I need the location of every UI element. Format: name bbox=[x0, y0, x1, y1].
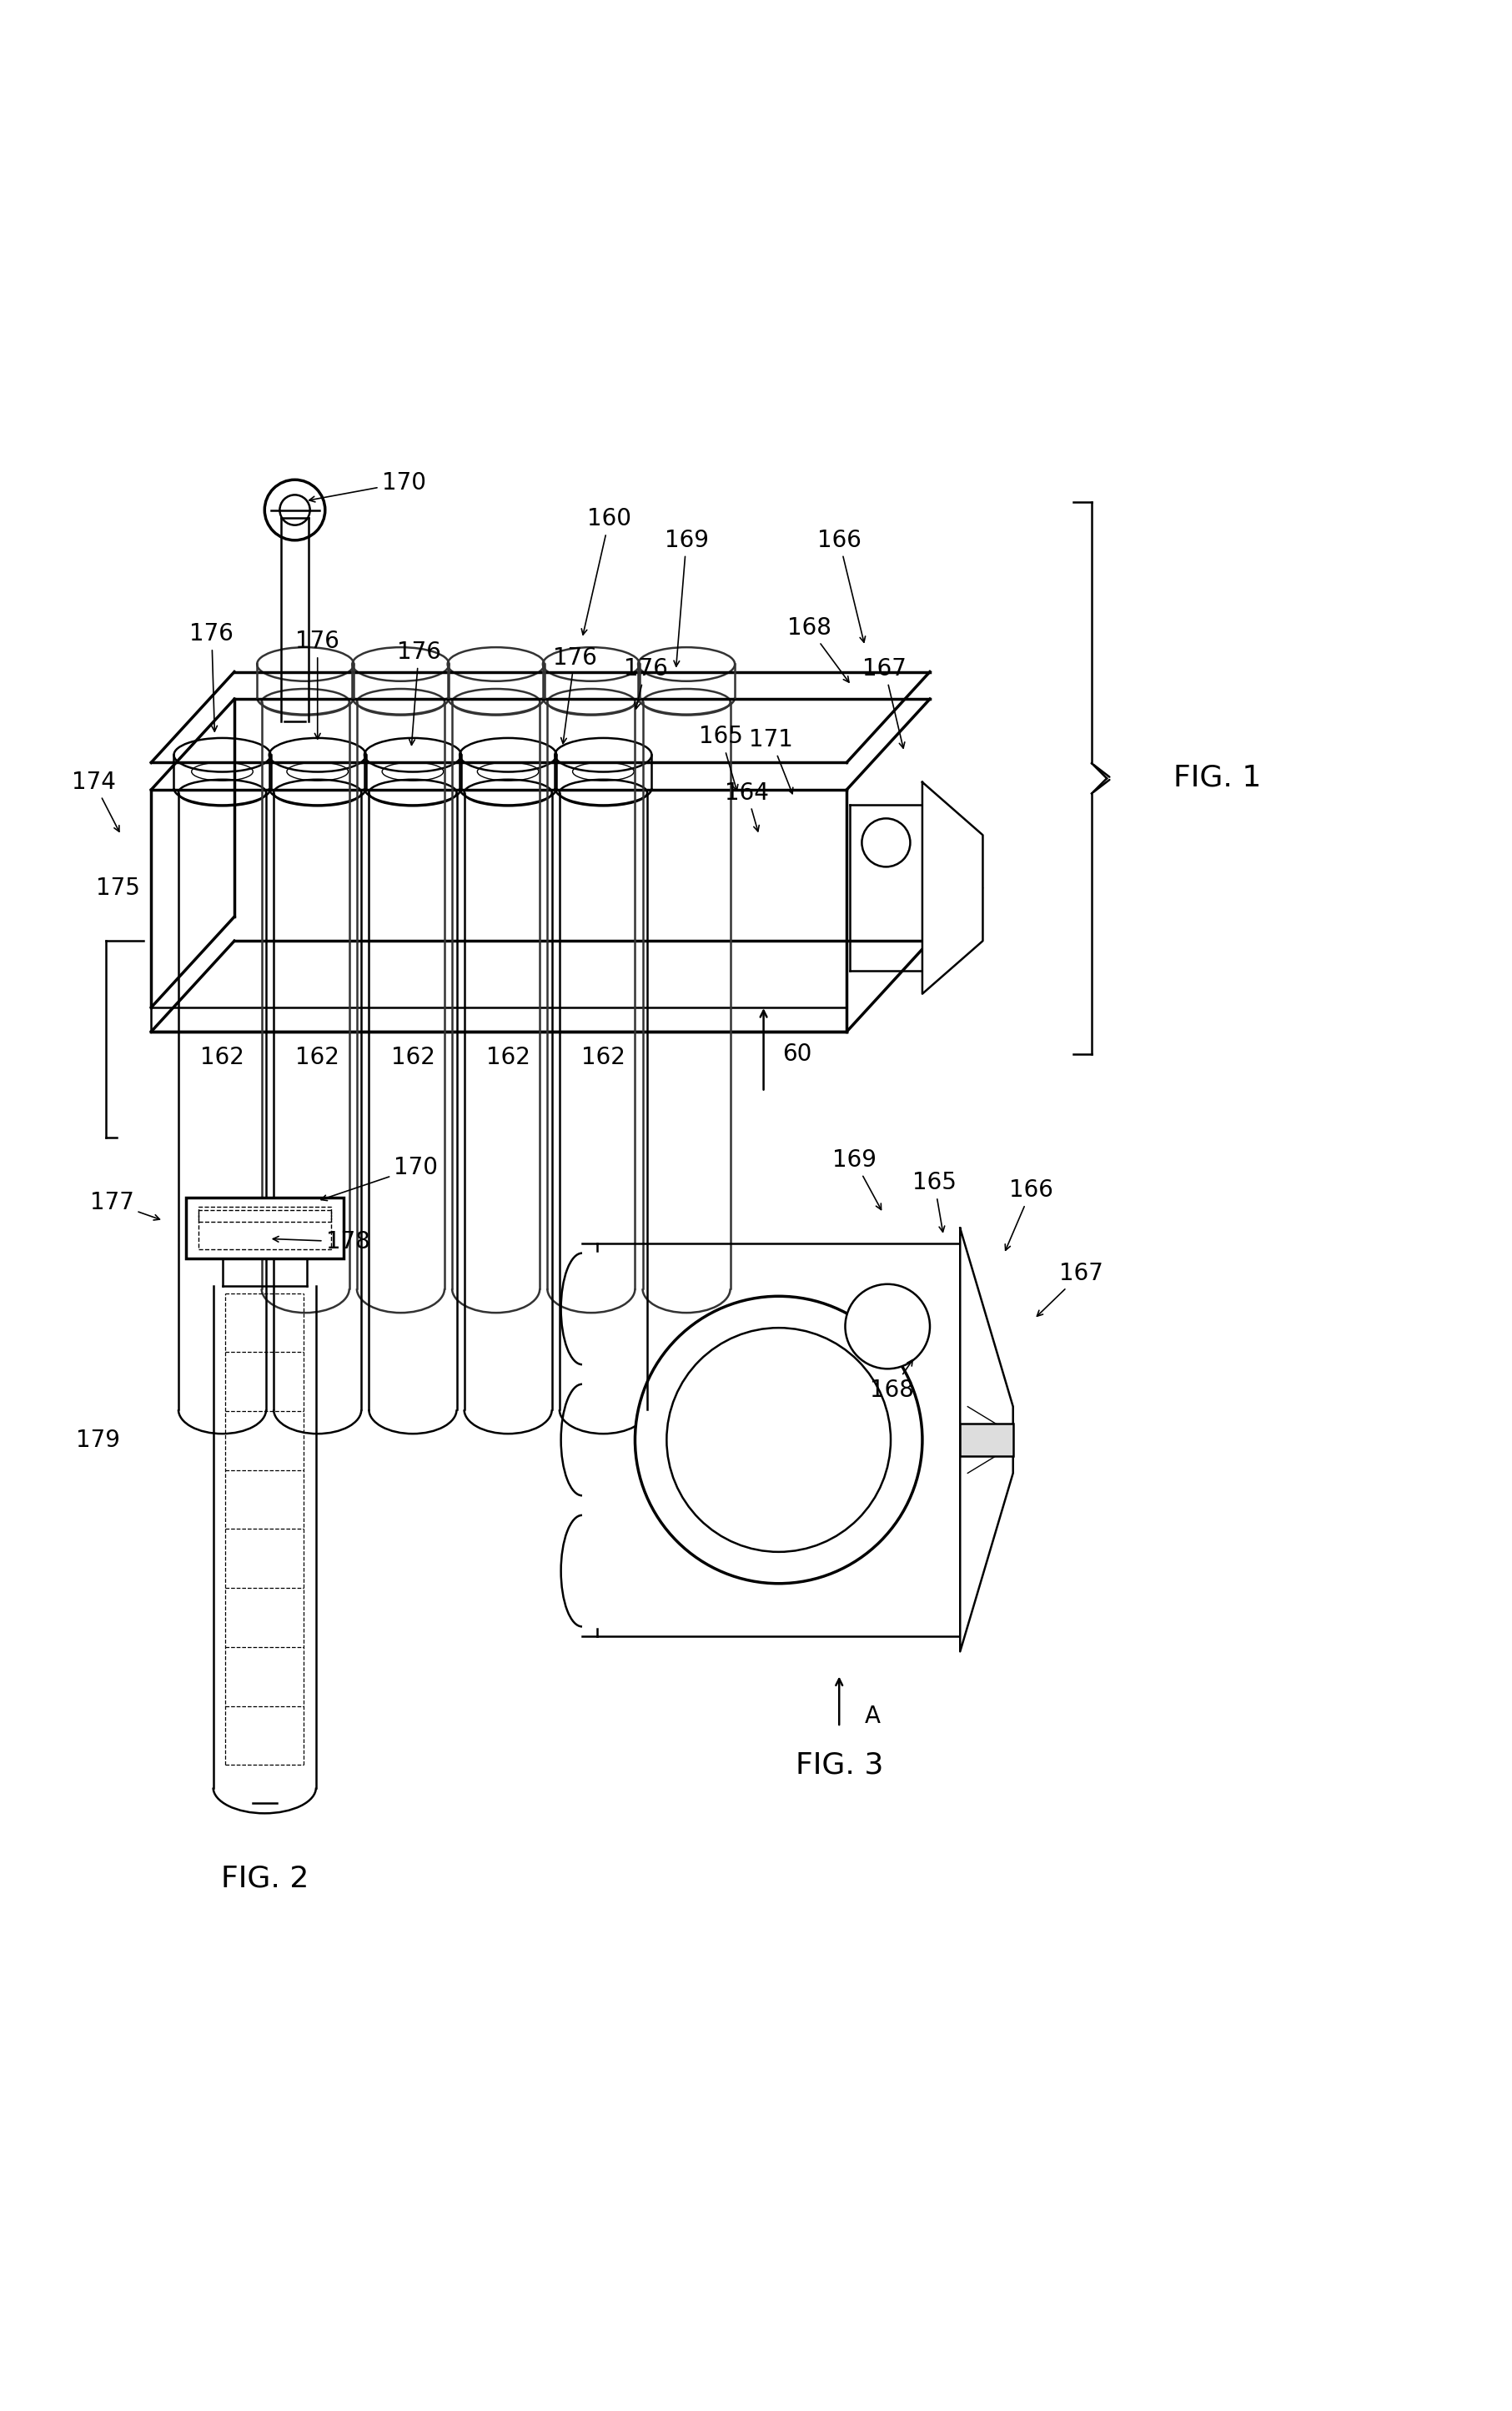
Text: 168: 168 bbox=[786, 617, 848, 682]
Bar bbox=[198, 1210, 331, 1249]
Text: 165: 165 bbox=[699, 726, 744, 791]
Text: 170: 170 bbox=[321, 1155, 438, 1201]
Text: FIG. 1: FIG. 1 bbox=[1173, 764, 1261, 791]
Bar bbox=[198, 1208, 331, 1222]
Text: A: A bbox=[865, 1705, 880, 1729]
Bar bbox=[186, 1198, 343, 1259]
Text: 176: 176 bbox=[295, 629, 340, 738]
Text: 162: 162 bbox=[200, 1046, 245, 1068]
Text: 168: 168 bbox=[869, 1360, 915, 1401]
Text: 162: 162 bbox=[295, 1046, 340, 1068]
Text: 167: 167 bbox=[1037, 1261, 1104, 1316]
Polygon shape bbox=[960, 1227, 1013, 1652]
Text: 179: 179 bbox=[76, 1427, 121, 1451]
Text: 166: 166 bbox=[816, 528, 865, 641]
Text: 160: 160 bbox=[582, 506, 632, 634]
Text: 171: 171 bbox=[748, 728, 794, 793]
Text: 176: 176 bbox=[396, 641, 442, 745]
Text: 176: 176 bbox=[623, 658, 668, 709]
Text: 177: 177 bbox=[89, 1191, 160, 1220]
Text: 60: 60 bbox=[782, 1042, 812, 1066]
Text: 167: 167 bbox=[862, 658, 907, 747]
Text: 162: 162 bbox=[485, 1046, 531, 1068]
Bar bbox=[960, 1422, 1013, 1456]
Text: 165: 165 bbox=[912, 1172, 957, 1232]
Text: 174: 174 bbox=[71, 772, 119, 832]
Text: 176: 176 bbox=[189, 622, 234, 731]
Text: 166: 166 bbox=[1005, 1179, 1054, 1251]
Circle shape bbox=[635, 1297, 922, 1584]
Text: 175: 175 bbox=[95, 875, 141, 899]
Circle shape bbox=[845, 1285, 930, 1369]
Text: 164: 164 bbox=[724, 781, 770, 832]
Circle shape bbox=[265, 480, 325, 540]
Text: 169: 169 bbox=[664, 528, 709, 665]
Text: 162: 162 bbox=[581, 1046, 626, 1068]
Text: 178: 178 bbox=[274, 1230, 370, 1254]
Text: 176: 176 bbox=[552, 646, 597, 743]
Polygon shape bbox=[922, 781, 983, 993]
Text: FIG. 2: FIG. 2 bbox=[221, 1864, 308, 1893]
Text: 169: 169 bbox=[832, 1148, 881, 1210]
Text: FIG. 3: FIG. 3 bbox=[795, 1750, 883, 1779]
Text: 170: 170 bbox=[310, 470, 426, 501]
Text: 162: 162 bbox=[390, 1046, 435, 1068]
